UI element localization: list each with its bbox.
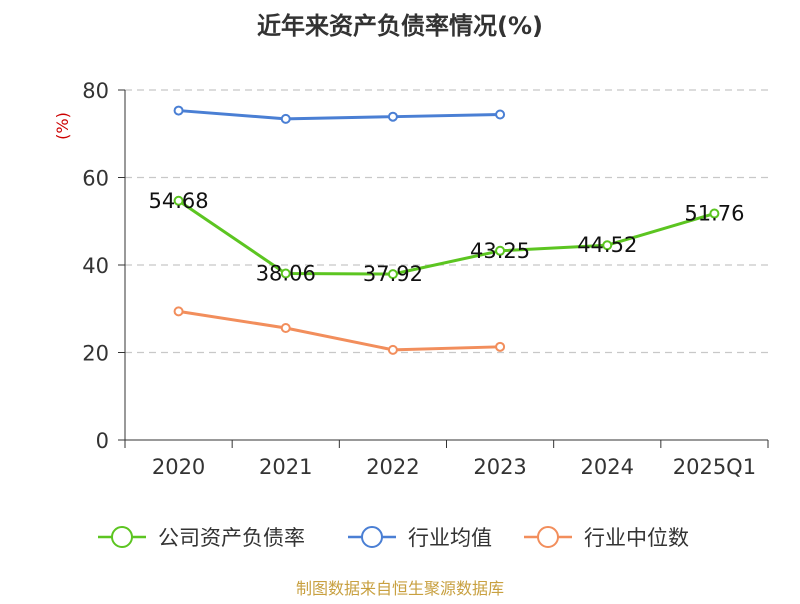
y-tick-label: 40 (82, 254, 109, 278)
chart-title: 近年来资产负债率情况(%) (257, 12, 543, 40)
y-axis-unit-label: (%) (53, 112, 72, 140)
data-point (280, 268, 291, 279)
data-point (495, 109, 506, 120)
x-tick-label: 2025Q1 (673, 455, 756, 479)
y-tick-label: 80 (82, 79, 109, 103)
legend-label: 行业均值 (408, 526, 492, 550)
data-labels: 54.68 38.06 37.92 43.25 44.52 51.76 (149, 189, 745, 286)
y-tick-label: 0 (96, 429, 109, 453)
source-note: 制图数据来自恒生聚源数据库 (296, 579, 504, 598)
data-point (387, 269, 398, 280)
series-group (173, 105, 720, 355)
series-line-0 (177, 199, 716, 276)
data-label: 43.25 (470, 239, 530, 263)
data-label: 51.76 (684, 202, 744, 226)
legend-label: 公司资产负债率 (158, 526, 305, 550)
x-tick-label: 2021 (259, 455, 312, 479)
data-point (280, 323, 291, 333)
series-line-2 (177, 309, 502, 352)
data-point (495, 245, 506, 256)
legend-label: 行业中位数 (584, 526, 689, 550)
axes: 0 20 40 60 80 2020 2021 2022 2023 2024 2025Q1 (82, 79, 769, 479)
data-label: 38.06 (256, 261, 316, 285)
data-point (173, 105, 184, 116)
data-point (709, 208, 720, 219)
x-tick-label: 2023 (473, 455, 526, 479)
data-point (173, 306, 184, 317)
data-label: 44.52 (577, 233, 637, 257)
y-tick-label: 60 (82, 167, 109, 191)
legend-marker (537, 526, 559, 548)
data-point (173, 195, 184, 206)
x-tick-label: 2020 (152, 455, 205, 479)
data-point (280, 113, 291, 124)
series-line-1 (177, 109, 502, 121)
grid-lines (125, 89, 768, 354)
data-point (387, 344, 398, 355)
legend: 公司资产负债率 行业均值 行业中位数 (98, 526, 689, 550)
legend-marker (111, 526, 133, 548)
data-label: 54.68 (149, 189, 209, 213)
y-tick-label: 20 (82, 342, 109, 366)
x-tick-label: 2022 (366, 455, 419, 479)
x-tick-label: 2024 (581, 455, 634, 479)
data-point (602, 240, 613, 251)
data-label: 37.92 (363, 262, 423, 286)
data-point (387, 111, 398, 122)
legend-marker (361, 526, 383, 548)
data-point (495, 341, 506, 352)
